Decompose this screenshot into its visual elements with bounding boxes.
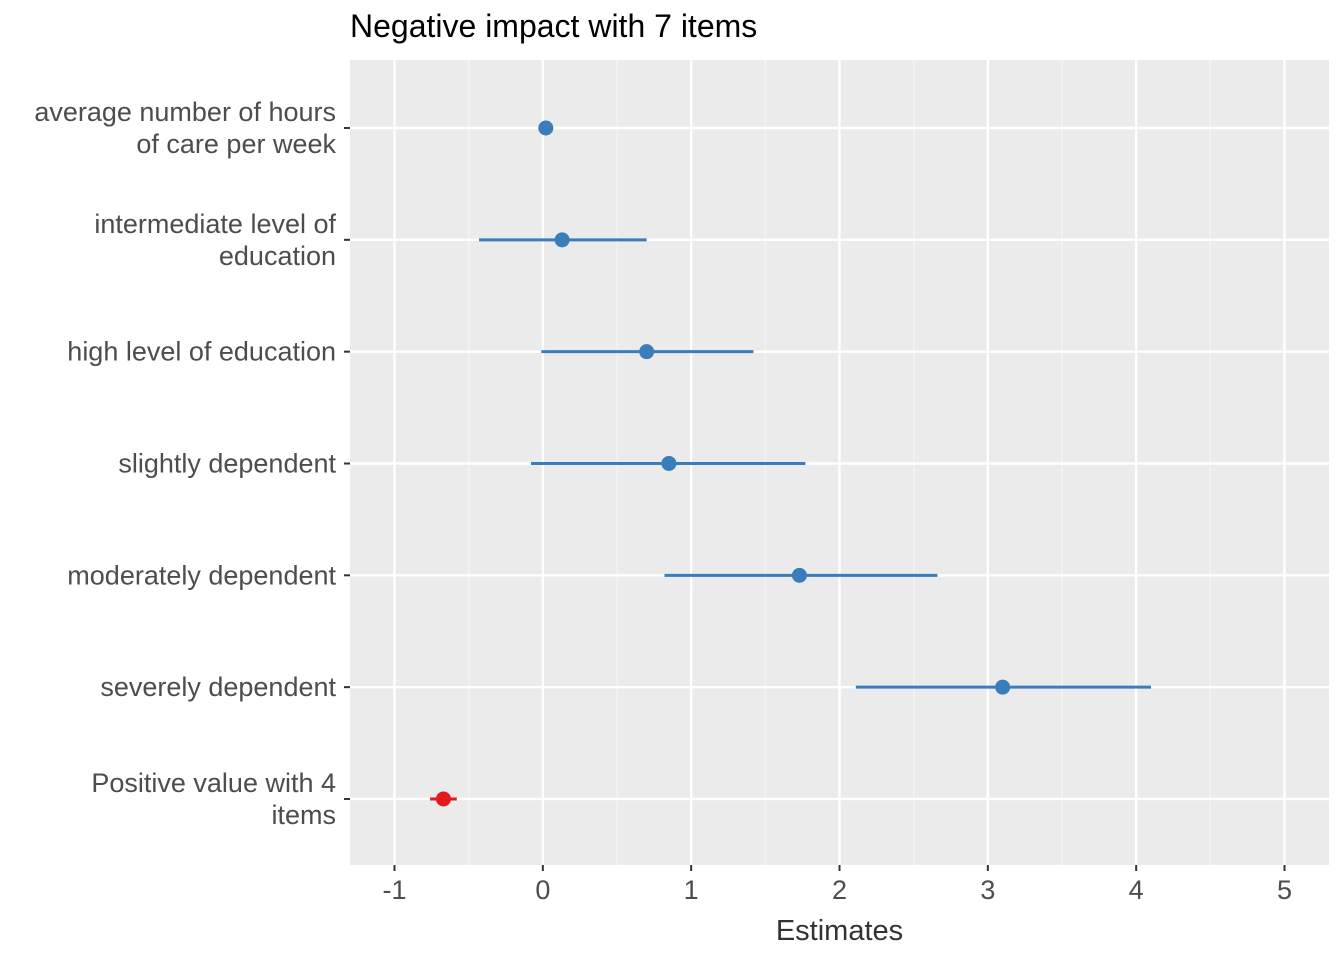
chart-title: Negative impact with 7 items	[350, 8, 758, 44]
estimate-point	[435, 791, 451, 807]
y-tick-label: high level of education	[67, 337, 336, 367]
x-tick-label: 0	[535, 875, 550, 905]
x-tick-label: 2	[832, 875, 847, 905]
x-tick-label: 1	[684, 875, 699, 905]
estimate-point	[791, 567, 807, 583]
x-axis: -1 0 1 2 3 4 5	[382, 865, 1292, 905]
estimates	[430, 120, 1151, 807]
y-tick-label: average number of hours of care per week	[34, 97, 336, 159]
y-tick-label: slightly dependent	[118, 448, 336, 478]
estimate-point	[995, 679, 1011, 695]
x-tick-label: -1	[382, 875, 406, 905]
y-axis: average number of hours of care per week i…	[34, 97, 350, 830]
estimate-point	[639, 344, 655, 360]
estimate-point	[554, 232, 570, 248]
estimate-point	[661, 455, 677, 471]
y-tick-label: severely dependent	[100, 672, 336, 702]
x-tick-label: 4	[1129, 875, 1144, 905]
y-tick-label: moderately dependent	[67, 560, 336, 590]
estimate-point	[538, 120, 554, 136]
x-axis-title: Estimates	[776, 915, 903, 947]
x-tick-label: 5	[1277, 875, 1292, 905]
x-tick-label: 3	[980, 875, 995, 905]
y-tick-label: Positive value with 4 items	[91, 768, 336, 830]
y-tick-label: intermediate level of education	[94, 209, 336, 271]
